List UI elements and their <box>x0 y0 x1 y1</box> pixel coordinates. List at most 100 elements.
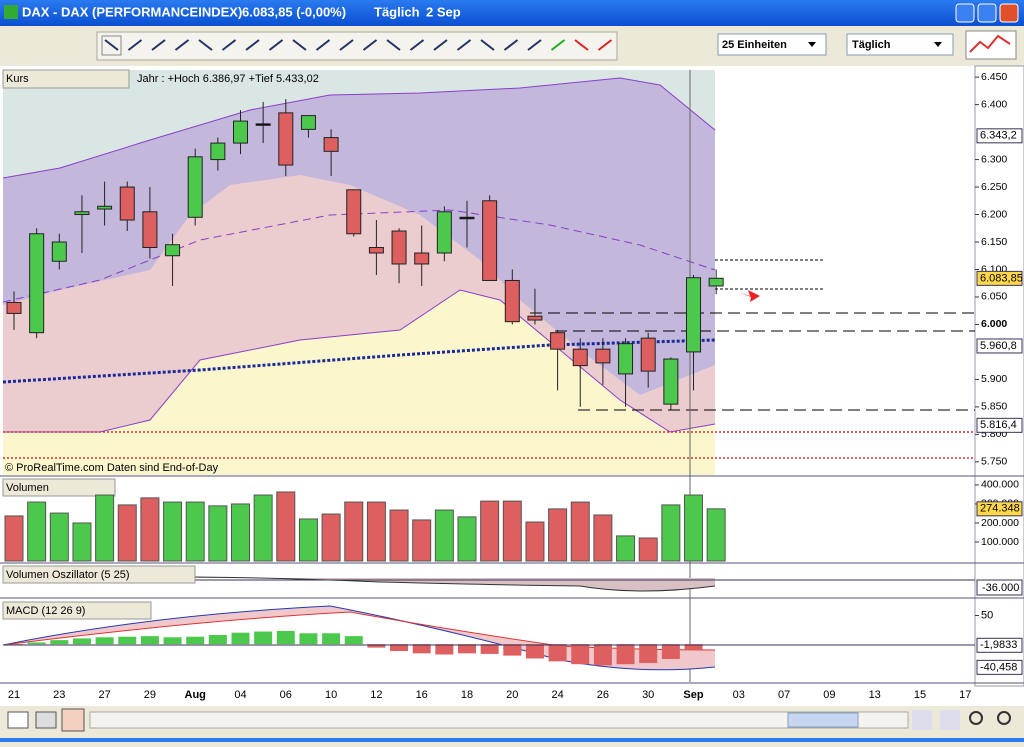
macd-bar <box>639 644 658 664</box>
volume-bar <box>570 501 590 562</box>
macd-bar <box>140 636 159 645</box>
tool-strip <box>96 31 618 61</box>
zoom-fit[interactable] <box>912 710 932 730</box>
y-tick-label: 6.250 <box>981 181 1007 193</box>
macd-bar <box>276 630 295 645</box>
panel-name: Volumen <box>6 482 49 494</box>
minimize[interactable] <box>955 3 975 23</box>
horizontal-lines <box>530 312 975 411</box>
x-tick-label: 24 <box>551 689 563 701</box>
tool-icon <box>198 39 213 51</box>
volume-bar <box>117 504 137 562</box>
tool-icon <box>480 39 495 51</box>
y-tick-label: 6.400 <box>981 98 1007 110</box>
tool-icon <box>433 39 448 51</box>
projection-arrow <box>738 290 760 302</box>
y-tick-label: 6.300 <box>981 153 1007 165</box>
projection-lines <box>715 259 825 290</box>
print-button[interactable] <box>35 711 57 729</box>
volume-bar <box>298 518 318 562</box>
value-label: -1,9833 <box>980 639 1017 651</box>
upper-band-line <box>2 77 716 179</box>
tool-icon <box>245 39 260 51</box>
scroll-thumb[interactable] <box>787 712 859 728</box>
x-tick-label: 10 <box>325 689 337 701</box>
tool-icon <box>503 39 519 51</box>
value-box <box>976 270 1023 286</box>
disconnect-button[interactable] <box>61 708 85 732</box>
tool-icon <box>550 39 566 51</box>
close[interactable] <box>999 3 1019 23</box>
lower-band-line <box>3 289 716 433</box>
candle-body <box>97 205 113 210</box>
units-select[interactable] <box>717 33 827 56</box>
macd-bar <box>593 644 612 666</box>
volume-bar <box>366 501 386 562</box>
candle-body <box>572 348 588 367</box>
candle-body <box>142 211 158 248</box>
macd-bar <box>95 637 114 645</box>
panel-header <box>2 565 196 584</box>
candle-body <box>278 112 294 166</box>
candle-body <box>527 315 543 321</box>
volume-bar <box>434 509 454 562</box>
candle-body <box>686 277 701 353</box>
macd-bar <box>72 638 91 645</box>
tool-icon <box>268 39 284 51</box>
volume-bar <box>638 537 658 562</box>
y-tick-label: 6.450 <box>981 71 1007 83</box>
value-box <box>976 128 1023 144</box>
mail-button[interactable] <box>7 711 29 729</box>
x-tick-label: 06 <box>280 689 292 701</box>
y-tick-label: 5.750 <box>981 456 1007 468</box>
volume-bar <box>185 501 205 562</box>
x-tick-label: 30 <box>642 689 654 701</box>
candle-body <box>459 216 475 220</box>
interval-select[interactable] <box>846 33 954 56</box>
tool-icon <box>127 39 143 51</box>
tool-icon <box>386 39 401 51</box>
y-tick-label: 5.850 <box>981 401 1007 413</box>
candle-body <box>436 211 452 254</box>
tool-button[interactable] <box>101 35 122 56</box>
candle-body <box>323 137 339 152</box>
macd-bar <box>661 644 680 660</box>
value-box <box>976 659 1023 675</box>
macd-bar <box>344 636 363 645</box>
tool-icon <box>339 39 354 51</box>
macd-bar <box>27 642 46 645</box>
tool-icon <box>527 39 542 51</box>
candle-body <box>504 279 520 323</box>
scrollbar[interactable] <box>89 711 909 729</box>
volume-bar <box>706 508 726 562</box>
zoom-out[interactable] <box>969 711 983 725</box>
zoom-area[interactable] <box>940 710 960 730</box>
window-title: DAX - DAX (PERFORMANCEINDEX) <box>22 4 242 19</box>
candle-body <box>482 200 498 281</box>
title-bar <box>0 0 1024 26</box>
volume-bar <box>27 501 47 562</box>
panel-name: Kurs <box>6 73 29 85</box>
tool-icon <box>456 39 472 51</box>
x-tick-label: Aug <box>185 689 206 701</box>
volume-bar <box>253 494 273 562</box>
candle-body <box>210 142 226 161</box>
volume-bar <box>593 514 613 562</box>
macd-bar <box>231 632 250 645</box>
y-tick-label: 6.200 <box>981 208 1007 220</box>
moving-average <box>2 338 716 384</box>
restore[interactable] <box>977 3 997 23</box>
zoom-in[interactable] <box>997 711 1011 725</box>
window-buttons <box>955 3 1019 23</box>
candle-body <box>165 244 181 257</box>
y-tick-label: 6.150 <box>981 236 1007 248</box>
volume-bar <box>276 491 296 562</box>
window-date: 2 Sep <box>426 4 461 19</box>
value-box <box>976 417 1023 433</box>
volume-bar <box>412 519 432 562</box>
volume-bar <box>457 516 477 562</box>
volume-bar <box>72 522 92 562</box>
candle-body <box>595 348 611 364</box>
candle-body <box>6 301 22 314</box>
